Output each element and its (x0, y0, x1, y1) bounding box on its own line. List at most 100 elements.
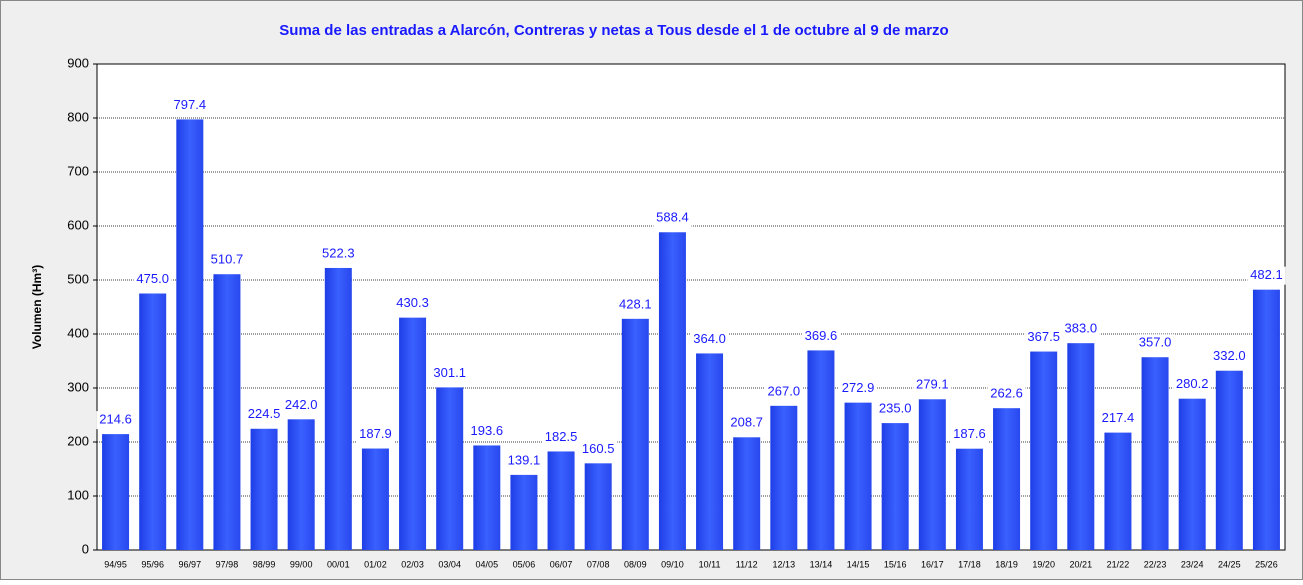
value-label-box (467, 422, 506, 441)
x-tick-label: 19/20 (1032, 559, 1055, 569)
value-label-box (356, 425, 395, 444)
bar (213, 274, 241, 550)
bar (287, 419, 315, 550)
value-label-box (913, 376, 952, 395)
bar (1252, 289, 1280, 550)
bar (547, 451, 575, 550)
value-label-box (1173, 375, 1212, 394)
value-label: 522.3 (322, 245, 355, 260)
value-label: 428.1 (619, 296, 652, 311)
y-tick-label: 300 (67, 379, 89, 394)
x-tick-label: 25/26 (1255, 559, 1278, 569)
y-tick-label: 900 (67, 55, 89, 70)
x-tick-label: 16/17 (921, 559, 944, 569)
bar (139, 293, 167, 550)
value-label-box (282, 396, 321, 415)
value-label: 267.0 (768, 383, 801, 398)
y-tick-label: 400 (67, 325, 89, 340)
value-label: 262.6 (990, 386, 1023, 401)
bar (844, 402, 872, 550)
value-label-box (616, 295, 655, 314)
x-tick-label: 08/09 (624, 559, 647, 569)
value-label-box (1210, 347, 1249, 366)
x-tick-label: 17/18 (958, 559, 981, 569)
x-tick-label: 15/16 (884, 559, 907, 569)
bar (1030, 351, 1058, 550)
value-label: 369.6 (805, 328, 838, 343)
value-label-box (653, 209, 692, 228)
value-label-box (801, 327, 840, 346)
y-tick-label: 800 (67, 109, 89, 124)
value-label: 187.9 (359, 426, 392, 441)
x-tick-label: 14/15 (847, 559, 870, 569)
chart-title: Suma de las entradas a Alarcón, Contrera… (279, 22, 948, 39)
x-tick-label: 04/05 (476, 559, 499, 569)
value-label-box (96, 411, 135, 430)
bar (473, 445, 501, 550)
value-label: 235.0 (879, 401, 912, 416)
value-label: 160.5 (582, 441, 615, 456)
value-label-box (1098, 409, 1137, 428)
value-label-box (579, 440, 618, 459)
bar (1104, 432, 1132, 550)
value-label-box (727, 414, 766, 433)
bar (1141, 357, 1169, 550)
x-tick-label: 21/22 (1107, 559, 1130, 569)
value-label-box (839, 379, 878, 398)
value-label-box (1247, 266, 1286, 285)
x-tick-label: 05/06 (513, 559, 536, 569)
x-tick-label: 12/13 (773, 559, 796, 569)
value-label: 272.9 (842, 380, 875, 395)
y-tick-label: 700 (67, 163, 89, 178)
x-tick-label: 07/08 (587, 559, 610, 569)
x-tick-label: 10/11 (699, 559, 721, 569)
bar (361, 448, 389, 550)
bar (1178, 398, 1206, 550)
bar (658, 232, 686, 550)
value-label: 482.1 (1250, 267, 1283, 282)
value-label: 332.0 (1213, 348, 1246, 363)
value-label: 214.6 (99, 412, 132, 427)
value-label: 224.5 (248, 406, 281, 421)
x-tick-label: 01/02 (364, 559, 387, 569)
bar (1067, 343, 1095, 550)
value-label: 430.3 (396, 295, 429, 310)
value-label-box (319, 244, 358, 263)
value-label: 383.0 (1065, 321, 1098, 336)
bar (1215, 370, 1243, 550)
value-label-box (393, 294, 432, 313)
value-label-box (950, 425, 989, 444)
x-tick-label: 13/14 (810, 559, 833, 569)
value-label-box (690, 330, 729, 349)
value-label: 367.5 (1027, 329, 1060, 344)
y-tick-label: 0 (82, 541, 89, 556)
value-label: 510.7 (211, 252, 244, 267)
value-label: 208.7 (730, 415, 763, 430)
value-label: 301.1 (433, 365, 466, 380)
bar (696, 353, 724, 550)
value-label: 187.6 (953, 426, 986, 441)
value-label: 588.4 (656, 210, 689, 225)
x-tick-label: 98/99 (253, 559, 276, 569)
y-tick-label: 500 (67, 271, 89, 286)
value-label-box (207, 251, 246, 270)
y-tick-label: 100 (67, 487, 89, 502)
bar (621, 318, 649, 550)
bar (399, 317, 427, 550)
value-label-box (1024, 328, 1063, 347)
bar (955, 448, 983, 550)
value-label-box (987, 385, 1026, 404)
bar (881, 423, 909, 550)
x-tick-label: 22/23 (1144, 559, 1167, 569)
x-tick-label: 96/97 (179, 559, 202, 569)
x-tick-label: 06/07 (550, 559, 573, 569)
bar (436, 387, 464, 550)
value-label: 357.0 (1139, 335, 1172, 350)
value-label-box (430, 364, 469, 383)
bar (176, 119, 204, 551)
bar (584, 463, 612, 550)
value-label: 364.0 (693, 331, 726, 346)
value-label-box (1136, 334, 1175, 353)
x-tick-label: 03/04 (438, 559, 461, 569)
